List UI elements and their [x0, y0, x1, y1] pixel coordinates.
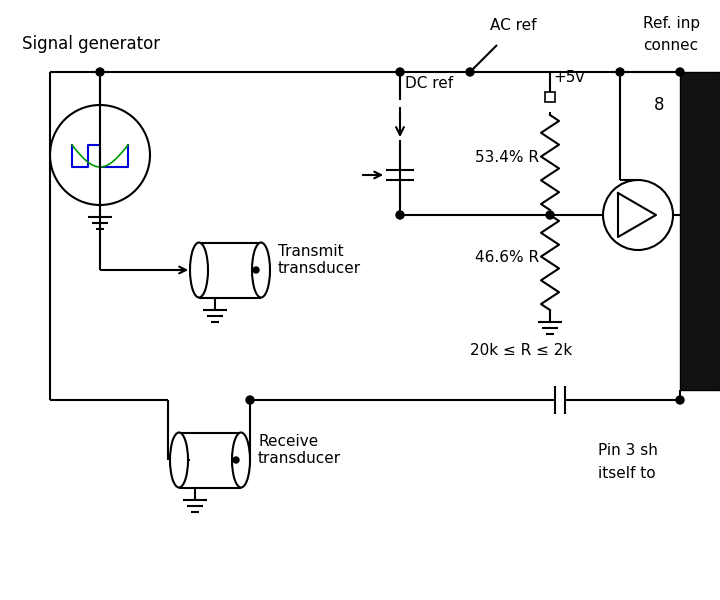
Ellipse shape — [190, 242, 208, 298]
Ellipse shape — [170, 433, 188, 487]
Text: 20k ≤ R ≤ 2k: 20k ≤ R ≤ 2k — [470, 343, 572, 358]
Circle shape — [396, 211, 404, 219]
Bar — [545, 92, 555, 102]
Text: connec: connec — [643, 38, 698, 53]
Text: +5v: +5v — [553, 70, 585, 85]
Text: itself to: itself to — [598, 466, 656, 481]
Circle shape — [396, 68, 404, 76]
Circle shape — [233, 457, 239, 463]
Text: DC ref: DC ref — [405, 76, 453, 91]
Text: 8: 8 — [654, 96, 664, 114]
Circle shape — [253, 267, 259, 273]
Ellipse shape — [252, 242, 270, 298]
Circle shape — [96, 68, 104, 76]
Ellipse shape — [232, 433, 250, 487]
Bar — [680, 72, 720, 390]
Circle shape — [546, 211, 554, 219]
Circle shape — [676, 68, 684, 76]
Text: Pin 3 sh: Pin 3 sh — [598, 443, 658, 458]
Text: 46.6% R: 46.6% R — [475, 250, 539, 265]
Text: AC ref: AC ref — [490, 18, 536, 33]
Text: Signal generator: Signal generator — [22, 35, 160, 53]
Circle shape — [466, 68, 474, 76]
Text: Transmit
transducer: Transmit transducer — [278, 244, 361, 276]
Text: Ref. inp: Ref. inp — [643, 16, 700, 31]
Text: Receive
transducer: Receive transducer — [258, 434, 341, 466]
Circle shape — [246, 396, 254, 404]
Circle shape — [676, 396, 684, 404]
Text: 53.4% R: 53.4% R — [475, 150, 539, 165]
Circle shape — [616, 68, 624, 76]
